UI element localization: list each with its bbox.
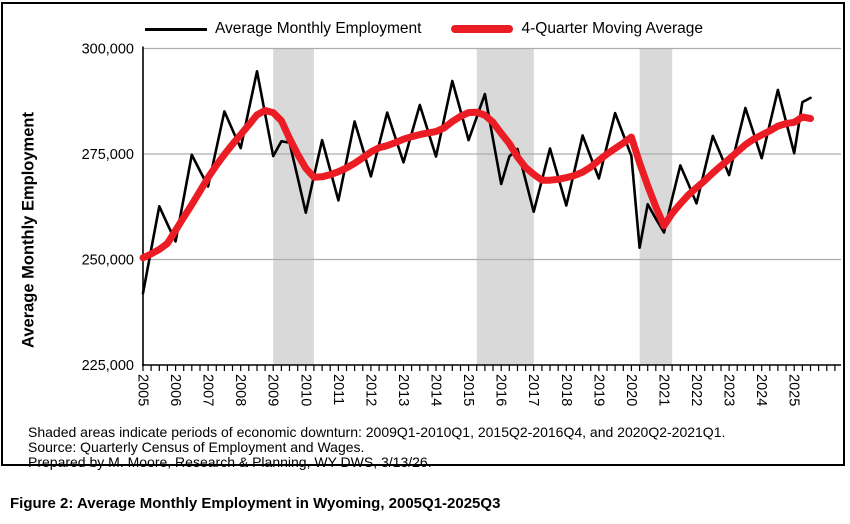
x-tick-label: 2021: [656, 374, 672, 406]
footnote-source: Source: Quarterly Census of Employment a…: [28, 439, 365, 455]
x-tick-label: 2016: [493, 374, 509, 406]
x-tick-label: 2012: [362, 374, 378, 406]
y-axis-title: Average Monthly Employment: [19, 112, 38, 348]
x-tick-label: 2019: [590, 374, 606, 406]
x-tick-label: 2022: [688, 374, 704, 406]
x-tick-label: 2017: [525, 374, 541, 406]
x-tick-label: 2008: [232, 374, 248, 406]
footnotes: Shaded areas indicate periods of economi…: [28, 425, 725, 470]
figure-caption: Figure 2: Average Monthly Employment in …: [10, 495, 501, 512]
x-tick-label: 2023: [721, 374, 737, 406]
x-tick-label: 2025: [786, 374, 802, 406]
y-tick-label: 250,000: [82, 253, 134, 269]
red-line-swatch: [451, 25, 514, 33]
x-tick-label: 2020: [623, 374, 639, 406]
chart-legend: Average Monthly Employment 4-Quarter Mov…: [145, 20, 703, 38]
footnote-prepared-by: Prepared by M. Moore, Research & Plannin…: [28, 454, 432, 470]
legend-label-moving-average: 4-Quarter Moving Average: [521, 20, 703, 37]
x-tick-label: 2010: [297, 374, 313, 406]
black-line-swatch: [145, 27, 207, 31]
x-tick-label: 2006: [167, 374, 183, 406]
x-tick-label: 2024: [753, 374, 769, 406]
x-tick-label: 2011: [330, 374, 346, 405]
x-tick-label: 2007: [200, 374, 216, 406]
figure-box: [1, 2, 845, 466]
series-line-moving-average: [139, 107, 814, 262]
x-tick-label: 2018: [558, 374, 574, 406]
legend-item-moving-average: 4-Quarter Moving Average: [451, 20, 703, 38]
legend-item-employment: Average Monthly Employment: [145, 20, 421, 38]
series-line-employment: [141, 70, 812, 295]
x-tick-label: 2015: [460, 374, 476, 406]
legend-label-employment: Average Monthly Employment: [215, 20, 422, 37]
y-tick-label: 300,000: [82, 42, 134, 58]
y-tick-label: 225,000: [82, 358, 134, 374]
x-tick-label: 2009: [265, 374, 281, 406]
x-tick-label: 2013: [395, 374, 411, 406]
footnote-shaded-areas: Shaded areas indicate periods of economi…: [28, 424, 726, 440]
y-tick-label: 275,000: [82, 147, 134, 163]
x-tick-label: 2014: [428, 374, 444, 406]
x-tick-label: 2005: [135, 374, 151, 406]
